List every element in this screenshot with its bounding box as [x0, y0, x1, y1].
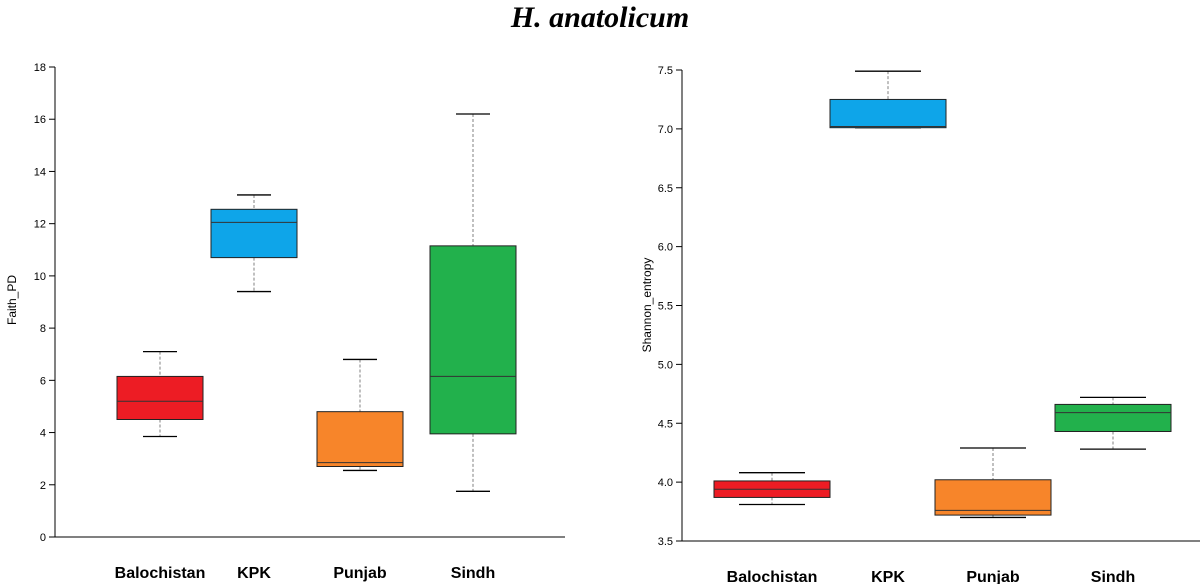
faith-kpk-box [210, 208, 298, 259]
shannon-y-tick-label: 4.5 [658, 418, 673, 430]
shannon-y-axis-title: Shannon_entropy [640, 258, 654, 353]
figure-title: H. anatolicum [510, 1, 690, 34]
faith-pd-chart: 0 2 4 6 8 10 12 14 16 18 Faith_PD Balochistan KPK Pun… [5, 62, 565, 582]
faith-kpk-category-label: KPK [237, 565, 271, 582]
faith-y-tick-label: 2 [40, 480, 46, 492]
faith-balochistan-box [116, 375, 204, 420]
faith-y-axis-title: Faith_PD [5, 275, 19, 325]
shannon-punjab-box [934, 479, 1052, 516]
faith-punjab-box [316, 411, 404, 467]
faith-punjab-category-label: Punjab [333, 565, 387, 582]
faith-y-tick-label: 10 [34, 271, 46, 283]
faith-balochistan-category-label: Balochistan [115, 565, 206, 582]
shannon-kpk-category-label: KPK [871, 569, 905, 584]
shannon-sindh-category-label: Sindh [1091, 569, 1135, 584]
faith-y-tick-label: 6 [40, 375, 46, 387]
shannon-y-tick-label: 4.0 [658, 477, 673, 489]
shannon-kpk-box [829, 98, 947, 129]
shannon-y-tick-label: 6.0 [658, 242, 673, 254]
shannon-punjab-category-label: Punjab [966, 569, 1020, 584]
shannon-y-tick-label: 7.5 [658, 65, 673, 77]
shannon-y-tick-label: 6.5 [658, 183, 673, 195]
faith-y-tick-label: 12 [34, 219, 46, 231]
faith-y-tick-label: 4 [40, 428, 46, 440]
faith-y-tick-label: 0 [40, 532, 46, 544]
shannon-entropy-chart: 3.5 4.0 4.5 5.0 5.5 6.0 6.5 7.0 7.5 Shannon_entro… [640, 65, 1200, 584]
shannon-y-tick-label: 5.5 [658, 301, 673, 313]
faith-sindh-box [429, 245, 517, 435]
faith-y-tick-label: 18 [34, 62, 46, 74]
shannon-y-tick-label: 5.0 [658, 359, 673, 371]
shannon-balochistan-category-label: Balochistan [727, 569, 818, 584]
faith-sindh-category-label: Sindh [451, 565, 495, 582]
shannon-y-tick-label: 7.0 [658, 124, 673, 136]
shannon-y-tick-label: 3.5 [658, 536, 673, 548]
shannon-sindh-box [1054, 403, 1172, 432]
faith-y-tick-label: 16 [34, 114, 46, 126]
faith-y-tick-label: 14 [34, 166, 46, 178]
faith-y-tick-label: 8 [40, 323, 46, 335]
